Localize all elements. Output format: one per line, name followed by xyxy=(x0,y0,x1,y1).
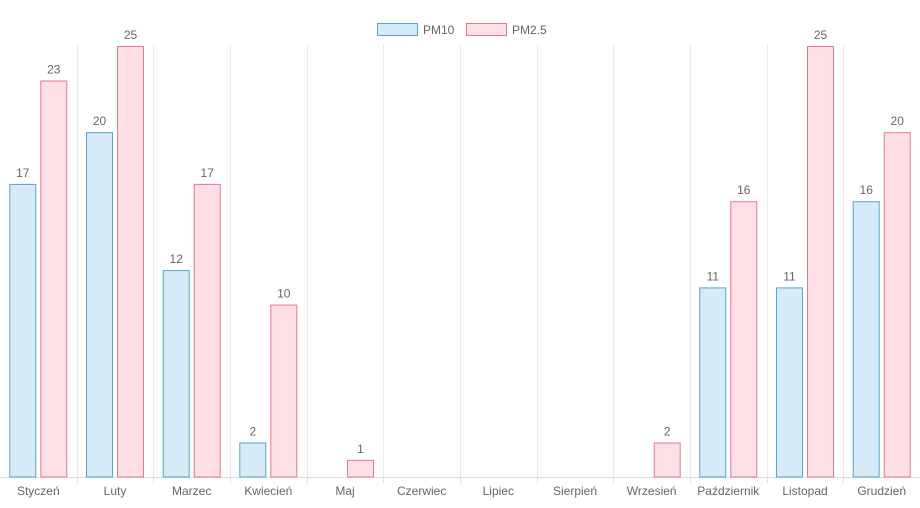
bar-pm10-3[interactable] xyxy=(239,442,267,478)
bar-pm2-5-10[interactable] xyxy=(807,46,834,478)
data-label: 20 xyxy=(93,114,107,128)
x-tick-label: Sierpień xyxy=(553,484,597,498)
bar-pm2-5-4[interactable] xyxy=(347,459,374,478)
x-tick-label: Wrzesień xyxy=(627,484,677,498)
x-tick-label: Grudzień xyxy=(857,484,906,498)
data-label: 11 xyxy=(707,269,720,283)
bars-layer xyxy=(9,46,911,478)
x-tick-label: Maj xyxy=(335,484,354,498)
data-label: 11 xyxy=(783,269,796,283)
bar-pm2-5-3[interactable] xyxy=(270,304,298,478)
x-tick-label: Marzec xyxy=(172,484,211,498)
data-label: 16 xyxy=(860,183,874,197)
data-label: 16 xyxy=(737,183,751,197)
bar-pm10-11[interactable] xyxy=(852,201,880,478)
legend-label: PM10 xyxy=(423,23,455,37)
data-label: 23 xyxy=(47,63,61,77)
data-label: 12 xyxy=(170,252,184,266)
legend-swatch xyxy=(377,23,418,36)
data-label: 17 xyxy=(16,166,30,180)
bar-pm2-5-8[interactable] xyxy=(653,442,681,478)
legend[interactable]: PM10 PM2.5 xyxy=(377,23,548,37)
bar-pm2-5-1[interactable] xyxy=(117,46,144,478)
bar-pm2-5-0[interactable] xyxy=(40,80,68,478)
x-tick-label: Luty xyxy=(104,484,127,498)
x-tick-label: Kwiecień xyxy=(244,484,292,498)
legend-item-pm2-5[interactable]: PM2.5 xyxy=(466,23,548,37)
data-label: 25 xyxy=(814,28,828,42)
x-tick-label: Październik xyxy=(697,484,760,498)
x-tick-label: Lipiec xyxy=(483,484,514,498)
x-tick-label: Czerwiec xyxy=(397,484,446,498)
data-label: 20 xyxy=(891,114,905,128)
x-tick-label: Styczeń xyxy=(17,484,60,498)
bar-pm2-5-11[interactable] xyxy=(883,132,911,478)
x-axis-ticks-layer: Styczeń Luty Marzec Kwiecień Maj Czerwiec Lipi… xyxy=(17,484,906,498)
bar-pm10-9[interactable] xyxy=(699,287,727,478)
legend-swatch xyxy=(466,23,507,36)
data-label: 2 xyxy=(249,425,256,439)
data-label: 1 xyxy=(357,442,364,456)
bar-pm10-0[interactable] xyxy=(9,183,37,478)
data-label: 10 xyxy=(277,287,291,301)
x-tick-label: Listopad xyxy=(782,484,827,498)
legend-item-pm10[interactable]: PM10 xyxy=(377,23,455,37)
data-label: 17 xyxy=(201,166,215,180)
data-label: 25 xyxy=(124,28,138,42)
data-label: 2 xyxy=(664,425,671,439)
legend-label: PM2.5 xyxy=(512,23,547,37)
bar-pm10-1[interactable] xyxy=(86,132,113,478)
bar-pm2-5-2[interactable] xyxy=(193,183,221,478)
bar-pm10-2[interactable] xyxy=(162,270,190,478)
bar-pm10-10[interactable] xyxy=(776,287,803,478)
grid-layer xyxy=(0,44,920,483)
bar-pm2-5-9[interactable] xyxy=(730,201,758,478)
